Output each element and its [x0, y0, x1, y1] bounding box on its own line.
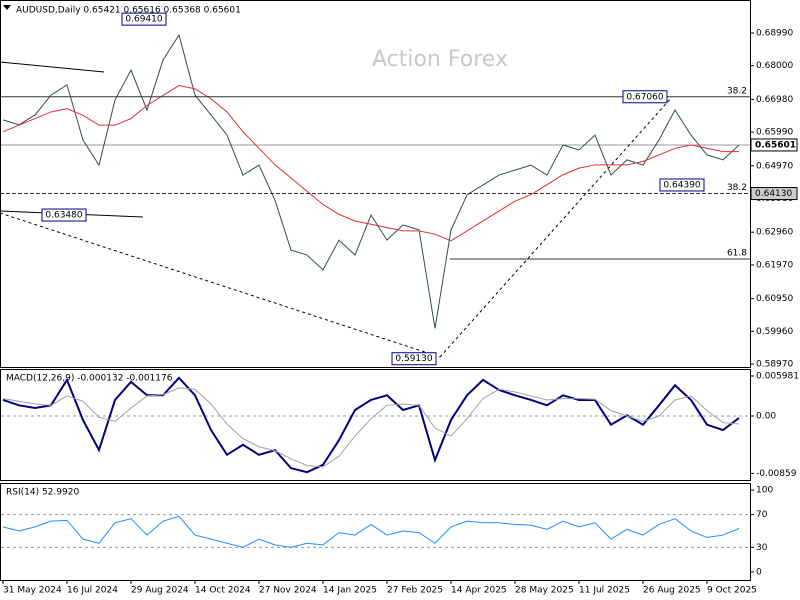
price-line [2, 33, 740, 329]
price-panel [0, 0, 751, 368]
x-tick-label: 11 Jul 2025 [579, 586, 630, 596]
x-tick-label: 14 Apr 2025 [451, 586, 507, 596]
x-tick-label: 31 May 2024 [3, 586, 62, 596]
y-tick-label: 0.66980 [756, 95, 793, 105]
x-tick-label: 29 Aug 2024 [131, 586, 189, 596]
x-tick-label: 16 Jul 2024 [67, 586, 118, 596]
x-tick-label: 27 Feb 2025 [387, 586, 443, 596]
indicator-line [2, 515, 740, 548]
x-tick-label: 14 Oct 2024 [195, 586, 251, 596]
trend-line [439, 96, 673, 358]
menu-arrow[interactable] [3, 5, 11, 10]
fib-label: 38.2 [727, 86, 747, 96]
y-tick-label: 0.68000 [756, 61, 793, 71]
axis-marker: 0.65601 [755, 140, 796, 150]
y-tick-label: 70 [756, 510, 768, 520]
y-tick-label: 0 [756, 567, 762, 577]
rsi-panel [0, 483, 751, 581]
price-annotation-box [391, 352, 437, 366]
axis-marker-box [750, 138, 798, 152]
rsi-title: RSI(14) 52.9920 [6, 488, 79, 498]
price-annotation-box [41, 208, 87, 222]
watermark: Action Forex [372, 47, 508, 72]
price-annotation: 0.64390 [663, 180, 700, 190]
y-tick-label: 0.62960 [756, 228, 793, 238]
fib-label: 38.2 [727, 183, 747, 193]
indicator-line [2, 376, 740, 474]
x-tick-label: 9 Oct 2025 [707, 586, 757, 596]
price-annotation: 0.59130 [395, 354, 432, 364]
y-tick-label: 0.61970 [756, 260, 793, 270]
price-annotation-box [121, 12, 167, 26]
price-annotation-box [622, 90, 668, 104]
x-tick-label: 27 Nov 2024 [259, 586, 317, 596]
trend-line [0, 61, 105, 73]
macd-panel [0, 369, 751, 481]
price-annotation-box [659, 178, 705, 192]
y-tick-label: 0.65990 [756, 128, 793, 138]
y-tick-label: 0.58970 [756, 360, 793, 370]
axis-marker: 0.64130 [755, 189, 792, 199]
y-tick-label: 0.64970 [756, 161, 793, 171]
fib-label: 61.8 [727, 248, 747, 258]
y-tick-label: 0.005981 [756, 372, 799, 382]
y-tick-label: 0.59960 [756, 327, 793, 337]
y-tick-label: 0.60950 [756, 294, 793, 304]
y-tick-label: 0.68990 [756, 29, 793, 39]
y-tick-label: 0.00 [756, 412, 776, 422]
y-tick-label: -0.00859 [756, 469, 797, 479]
moving-average [2, 85, 739, 242]
axis-marker-box [750, 187, 798, 201]
x-tick-label: 14 Jan 2025 [323, 586, 377, 596]
price-annotation: 0.67060 [626, 92, 663, 102]
indicator-line [2, 387, 740, 468]
y-tick-label: 30 [756, 543, 768, 553]
trend-line [0, 212, 441, 358]
price-annotation: 0.69410 [125, 15, 162, 25]
macd-title: MACD(12,26,9) -0.000132 -0.001176 [6, 374, 173, 384]
x-tick-label: 26 Aug 2025 [643, 586, 701, 596]
chart-title: AUDUSD,Daily 0.65421 0.65616 0.65368 0.6… [16, 6, 241, 16]
price-annotation: 0.63480 [45, 211, 82, 221]
x-tick-label: 28 May 2025 [515, 586, 574, 596]
y-tick-label: 100 [756, 486, 773, 496]
